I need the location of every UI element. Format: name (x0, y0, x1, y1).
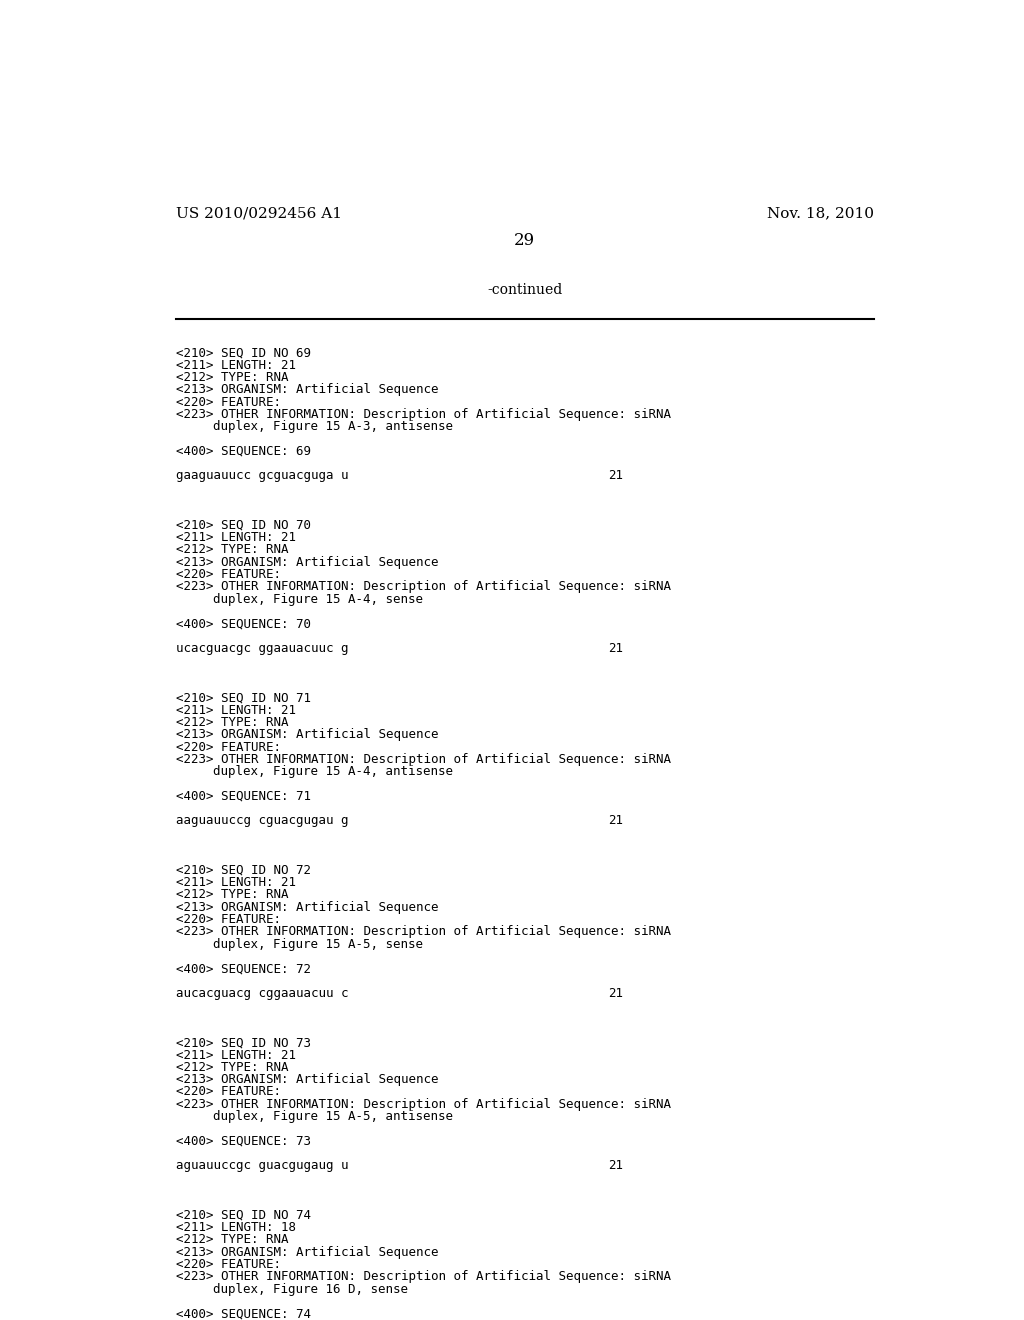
Text: gaaguauucc gcguacguga u: gaaguauucc gcguacguga u (176, 470, 348, 483)
Text: 21: 21 (608, 642, 624, 655)
Text: -continued: -continued (487, 284, 562, 297)
Text: <211> LENGTH: 21: <211> LENGTH: 21 (176, 1048, 296, 1061)
Text: aucacguacg cggaauacuu c: aucacguacg cggaauacuu c (176, 987, 348, 1001)
Text: <212> TYPE: RNA: <212> TYPE: RNA (176, 1233, 289, 1246)
Text: <212> TYPE: RNA: <212> TYPE: RNA (176, 888, 289, 902)
Text: ucacguacgc ggaauacuuc g: ucacguacgc ggaauacuuc g (176, 642, 348, 655)
Text: 21: 21 (608, 987, 624, 1001)
Text: 21: 21 (608, 1159, 624, 1172)
Text: <220> FEATURE:: <220> FEATURE: (176, 396, 281, 409)
Text: duplex, Figure 15 A-5, antisense: duplex, Figure 15 A-5, antisense (213, 1110, 454, 1123)
Text: <211> LENGTH: 18: <211> LENGTH: 18 (176, 1221, 296, 1234)
Text: duplex, Figure 15 A-4, sense: duplex, Figure 15 A-4, sense (213, 593, 423, 606)
Text: 21: 21 (608, 814, 624, 828)
Text: duplex, Figure 16 D, sense: duplex, Figure 16 D, sense (213, 1283, 409, 1296)
Text: <210> SEQ ID NO 71: <210> SEQ ID NO 71 (176, 692, 311, 705)
Text: <211> LENGTH: 21: <211> LENGTH: 21 (176, 704, 296, 717)
Text: <213> ORGANISM: Artificial Sequence: <213> ORGANISM: Artificial Sequence (176, 383, 438, 396)
Text: <223> OTHER INFORMATION: Description of Artificial Sequence: siRNA: <223> OTHER INFORMATION: Description of … (176, 752, 671, 766)
Text: <400> SEQUENCE: 69: <400> SEQUENCE: 69 (176, 445, 311, 458)
Text: <212> TYPE: RNA: <212> TYPE: RNA (176, 544, 289, 557)
Text: <220> FEATURE:: <220> FEATURE: (176, 568, 281, 581)
Text: US 2010/0292456 A1: US 2010/0292456 A1 (176, 206, 342, 220)
Text: <400> SEQUENCE: 71: <400> SEQUENCE: 71 (176, 789, 311, 803)
Text: <210> SEQ ID NO 69: <210> SEQ ID NO 69 (176, 346, 311, 359)
Text: <223> OTHER INFORMATION: Description of Artificial Sequence: siRNA: <223> OTHER INFORMATION: Description of … (176, 1270, 671, 1283)
Text: <211> LENGTH: 21: <211> LENGTH: 21 (176, 359, 296, 372)
Text: <212> TYPE: RNA: <212> TYPE: RNA (176, 715, 289, 729)
Text: <213> ORGANISM: Artificial Sequence: <213> ORGANISM: Artificial Sequence (176, 1073, 438, 1086)
Text: <213> ORGANISM: Artificial Sequence: <213> ORGANISM: Artificial Sequence (176, 729, 438, 742)
Text: <213> ORGANISM: Artificial Sequence: <213> ORGANISM: Artificial Sequence (176, 1246, 438, 1259)
Text: <400> SEQUENCE: 72: <400> SEQUENCE: 72 (176, 962, 311, 975)
Text: duplex, Figure 15 A-5, sense: duplex, Figure 15 A-5, sense (213, 937, 423, 950)
Text: <400> SEQUENCE: 70: <400> SEQUENCE: 70 (176, 618, 311, 631)
Text: <210> SEQ ID NO 72: <210> SEQ ID NO 72 (176, 863, 311, 876)
Text: <210> SEQ ID NO 70: <210> SEQ ID NO 70 (176, 519, 311, 532)
Text: 21: 21 (608, 470, 624, 483)
Text: <212> TYPE: RNA: <212> TYPE: RNA (176, 1061, 289, 1074)
Text: <211> LENGTH: 21: <211> LENGTH: 21 (176, 531, 296, 544)
Text: <223> OTHER INFORMATION: Description of Artificial Sequence: siRNA: <223> OTHER INFORMATION: Description of … (176, 1098, 671, 1111)
Text: <213> ORGANISM: Artificial Sequence: <213> ORGANISM: Artificial Sequence (176, 556, 438, 569)
Text: duplex, Figure 15 A-4, antisense: duplex, Figure 15 A-4, antisense (213, 766, 454, 779)
Text: aaguauuccg cguacgugau g: aaguauuccg cguacgugau g (176, 814, 348, 828)
Text: <212> TYPE: RNA: <212> TYPE: RNA (176, 371, 289, 384)
Text: <400> SEQUENCE: 74: <400> SEQUENCE: 74 (176, 1307, 311, 1320)
Text: <220> FEATURE:: <220> FEATURE: (176, 741, 281, 754)
Text: <220> FEATURE:: <220> FEATURE: (176, 1258, 281, 1271)
Text: <220> FEATURE:: <220> FEATURE: (176, 1085, 281, 1098)
Text: <223> OTHER INFORMATION: Description of Artificial Sequence: siRNA: <223> OTHER INFORMATION: Description of … (176, 408, 671, 421)
Text: <223> OTHER INFORMATION: Description of Artificial Sequence: siRNA: <223> OTHER INFORMATION: Description of … (176, 581, 671, 594)
Text: <220> FEATURE:: <220> FEATURE: (176, 913, 281, 927)
Text: <210> SEQ ID NO 73: <210> SEQ ID NO 73 (176, 1036, 311, 1049)
Text: <223> OTHER INFORMATION: Description of Artificial Sequence: siRNA: <223> OTHER INFORMATION: Description of … (176, 925, 671, 939)
Text: <211> LENGTH: 21: <211> LENGTH: 21 (176, 876, 296, 890)
Text: <213> ORGANISM: Artificial Sequence: <213> ORGANISM: Artificial Sequence (176, 900, 438, 913)
Text: aguauuccgc guacgugaug u: aguauuccgc guacgugaug u (176, 1159, 348, 1172)
Text: Nov. 18, 2010: Nov. 18, 2010 (767, 206, 873, 220)
Text: <210> SEQ ID NO 74: <210> SEQ ID NO 74 (176, 1209, 311, 1222)
Text: <400> SEQUENCE: 73: <400> SEQUENCE: 73 (176, 1135, 311, 1148)
Text: 29: 29 (514, 232, 536, 249)
Text: duplex, Figure 15 A-3, antisense: duplex, Figure 15 A-3, antisense (213, 420, 454, 433)
